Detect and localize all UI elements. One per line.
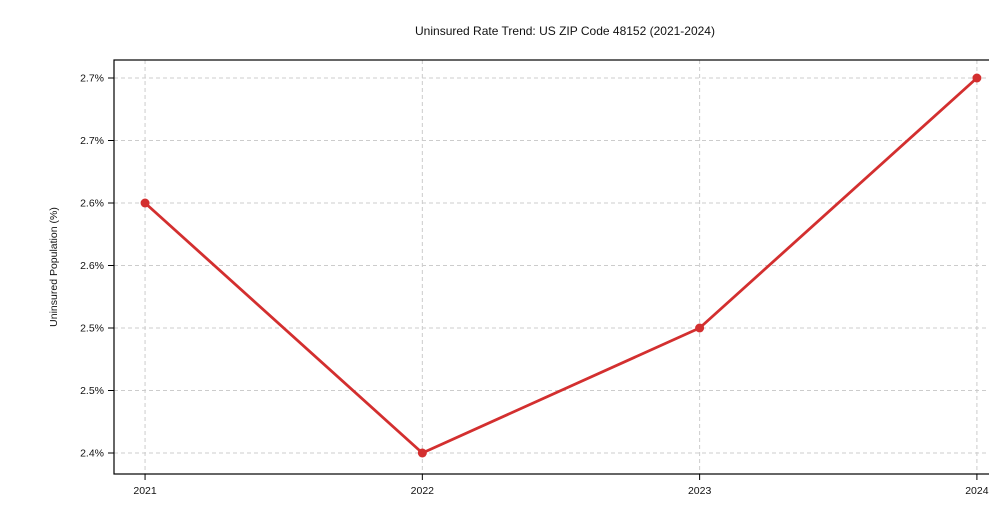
axes-frame: [113, 59, 989, 475]
y-tick-label: 2.7%: [80, 135, 104, 147]
x-tick-label: 2022: [411, 485, 435, 497]
x-tick-label: 2021: [133, 485, 157, 497]
y-tick-label: 2.6%: [80, 260, 104, 272]
y-tick-label: 2.7%: [80, 73, 104, 85]
plot-canvas: 2.4% 2.5% 2.5% 2.6% 2.6% 2.7% 2.7% 2021 2022 2023…: [80, 59, 989, 497]
data-point-marker: [140, 198, 150, 208]
data-point-marker: [417, 448, 427, 458]
data-point-marker: [695, 323, 705, 333]
y-tick-label: 2.5%: [80, 323, 104, 335]
x-tick-label: 2024: [965, 485, 989, 497]
x-tick-label: 2023: [688, 485, 712, 497]
y-tick-label: 2.4%: [80, 448, 104, 460]
y-tick-label: 2.6%: [80, 198, 104, 210]
data-point-marker: [972, 73, 982, 83]
trend-line: [143, 76, 979, 455]
y-tick-label: 2.5%: [80, 385, 104, 397]
uninsured-rate-trend-chart: Uninsured Rate Trend: US ZIP Code 48152 …: [40, 16, 989, 506]
chart-title: Uninsured Rate Trend: US ZIP Code 48152 …: [415, 24, 715, 38]
